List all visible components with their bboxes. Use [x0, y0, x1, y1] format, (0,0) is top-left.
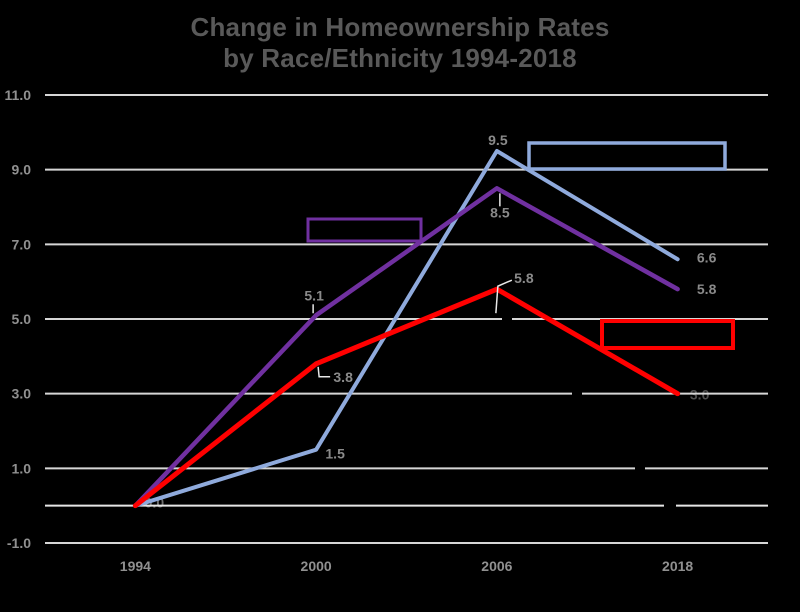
x-tick-label: 2006: [481, 558, 512, 574]
data-label-light-blue-series: 9.5: [488, 132, 508, 148]
data-labels-layer: 1.5 9.5 6.6 5.1 8.5 5.8 3.8 5.8: [304, 132, 716, 462]
purple-highlight-box: [306, 217, 423, 243]
series-line-light-blue-series: [133, 149, 680, 508]
y-tick-label: 11.0: [5, 87, 32, 103]
y-tick-label: 7.0: [12, 236, 32, 252]
y-tick-label: 3.0: [12, 386, 32, 402]
gridline-gap: [635, 465, 645, 471]
chart-title: Change in Homeownership Rates by Race/Et…: [0, 12, 800, 74]
red-highlight-box: [600, 319, 735, 350]
chart-title-line1: Change in Homeownership Rates: [190, 12, 610, 42]
series-line-purple-series: [133, 186, 680, 508]
x-tick-label: 2018: [662, 558, 693, 574]
data-label-purple-series: 5.1: [304, 287, 324, 303]
data-label-leader-line: [317, 366, 331, 378]
data-label-red-series: 5.8: [514, 270, 534, 286]
y-tick-label: 1.0: [12, 460, 32, 476]
x-tick-label: 1994: [120, 558, 151, 574]
y-tick-label: 9.0: [12, 162, 32, 178]
data-label-light-blue-series: 1.5: [325, 446, 345, 462]
y-tick-label: 5.0: [12, 311, 32, 327]
gridline-gap: [502, 316, 512, 322]
chart-title-line2: by Race/Ethnicity 1994-2018: [223, 43, 577, 73]
data-label-red-series: 3.8: [333, 369, 353, 385]
series-line-red-series: [132, 286, 681, 509]
blue-highlight-box: [527, 141, 727, 171]
tick-labels-layer: 11.0 9.0 7.0 5.0 3.0 1.0 -1.0 1994 2000 2006 2018: [5, 87, 694, 574]
data-label-leader-line: [495, 279, 513, 314]
label-leaders-layer: [312, 193, 513, 378]
highlight-boxes-layer: [306, 141, 735, 350]
y-tick-label: -1.0: [7, 535, 31, 551]
gridline-gaps-layer: [502, 316, 676, 509]
gridline-gap: [664, 503, 676, 509]
data-label-light-blue-series: 6.6: [697, 249, 717, 265]
x-tick-label: 2000: [301, 558, 332, 574]
data-label-purple-series: 5.8: [697, 281, 717, 297]
series-lines-layer: [132, 149, 681, 509]
data-label-purple-series: 8.5: [490, 204, 510, 220]
gridline-gap: [572, 391, 582, 397]
